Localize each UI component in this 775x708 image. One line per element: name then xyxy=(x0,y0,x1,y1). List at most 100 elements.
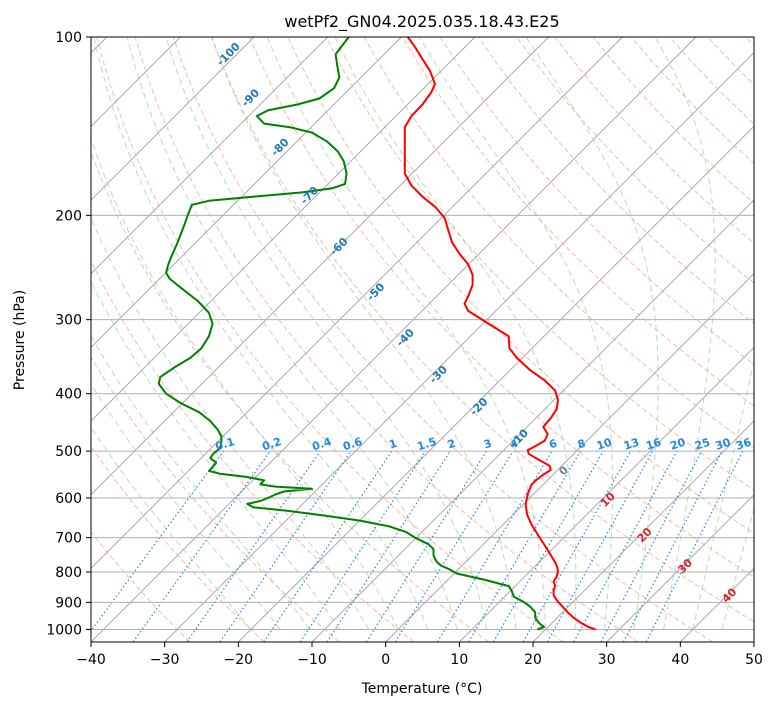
y-tick-label: 100 xyxy=(55,30,82,46)
isotherm-label: 10 xyxy=(598,490,618,510)
moist-adiabat xyxy=(165,37,488,630)
y-tick-label: 200 xyxy=(55,208,82,224)
plot-frame xyxy=(90,36,755,643)
y-axis: 100 200 300 400 500 600 700 800 900 1000 xyxy=(46,30,91,638)
isotherm-line xyxy=(680,567,754,642)
moist-adiabat xyxy=(721,506,754,630)
mixing-ratio-line xyxy=(645,450,744,642)
x-tick-label: 10 xyxy=(450,652,468,668)
dry-adiabat xyxy=(630,37,754,165)
isotherm-line xyxy=(238,125,754,642)
mixing-ratio-line xyxy=(365,450,487,642)
x-tick-label: −40 xyxy=(76,652,106,668)
mixing-ratio-label: 1 xyxy=(387,437,398,452)
mixing-ratio-line xyxy=(522,450,632,642)
mixing-ratio-line xyxy=(394,450,514,642)
mixing-ratio-label: 1.5 xyxy=(416,435,439,453)
moist-adiabat xyxy=(419,37,614,630)
y-tick-label: 900 xyxy=(55,595,82,611)
y-tick-label: 400 xyxy=(55,387,82,403)
dry-adiabat xyxy=(134,37,639,642)
isotherm-label: -40 xyxy=(394,326,417,349)
moist-adiabat xyxy=(654,37,716,630)
moist-adiabat xyxy=(334,37,577,630)
mixing-ratio-line xyxy=(573,450,678,642)
mixing-ratio-label: 3 xyxy=(482,437,493,452)
mixing-ratio-line xyxy=(326,450,451,642)
dry-adiabat xyxy=(439,37,754,366)
dry-adiabat xyxy=(478,37,754,325)
temperature-profile xyxy=(403,37,596,631)
mixing-ratio-line xyxy=(622,450,723,642)
isotherm-line xyxy=(753,641,754,642)
y-tick-label: 700 xyxy=(55,531,82,547)
dry-adiabat xyxy=(249,37,754,578)
dry-adiabat xyxy=(363,37,754,449)
isotherm-line xyxy=(164,52,754,642)
mixing-ratio-label: 6 xyxy=(547,437,559,452)
dry-adiabat xyxy=(707,37,754,86)
moist-adiabat xyxy=(91,382,281,630)
isotherm-line xyxy=(91,37,328,275)
mixing-ratio-label: 8 xyxy=(576,437,587,452)
dry-adiabat xyxy=(745,37,754,47)
mixing-ratio-label: 0.6 xyxy=(341,435,364,453)
mixing-ratio-line xyxy=(186,450,321,642)
chart-title: wetPf2_GN04.2025.035.18.43.E25 xyxy=(284,12,559,32)
x-tick-label: −10 xyxy=(297,652,327,668)
moist-adiabat xyxy=(93,37,429,630)
isotherm-line xyxy=(91,37,549,496)
profiles xyxy=(157,37,596,631)
moist-adiabat xyxy=(692,358,754,630)
mixing-ratio-label: 4 xyxy=(509,437,521,452)
x-tick-label: −30 xyxy=(150,652,180,668)
dry-adiabat xyxy=(516,37,754,284)
y-tick-label: 800 xyxy=(55,565,82,581)
mixing-ratio-lines xyxy=(91,450,744,642)
dry-adiabat xyxy=(96,37,564,642)
isotherm-line xyxy=(385,273,754,642)
isotherm-label: 20 xyxy=(635,525,655,545)
isotherm-label: -100 xyxy=(214,40,243,69)
dewpoint-profile xyxy=(157,37,545,631)
y-tick-label: 500 xyxy=(55,444,82,460)
isotherm-line xyxy=(91,37,623,569)
pressure-grid xyxy=(91,37,754,630)
mixing-ratio-line xyxy=(546,450,654,642)
mixing-ratio-line xyxy=(600,450,703,642)
moist-adiabat xyxy=(91,280,340,630)
mixing-ratio-label: 16 xyxy=(644,435,663,452)
x-tick-label: 40 xyxy=(671,652,689,668)
x-tick-label: 50 xyxy=(745,652,763,668)
y-tick-label: 300 xyxy=(55,313,82,329)
isotherm-line xyxy=(91,37,476,422)
moist-adiabat xyxy=(525,37,659,630)
mixing-ratio-label: 20 xyxy=(669,435,688,452)
mixing-ratio-label: 0.2 xyxy=(261,435,284,453)
dry-adiabat xyxy=(91,531,191,642)
isotherm-line xyxy=(606,494,754,642)
isotherm-line xyxy=(91,37,697,642)
mixing-ratio-label: 13 xyxy=(622,436,641,453)
moist-adiabat xyxy=(211,37,517,630)
mixing-ratio-label: 30 xyxy=(714,435,733,452)
isotherm-label: -30 xyxy=(427,363,450,386)
moist-adiabat xyxy=(91,136,399,630)
x-tick-label: 0 xyxy=(381,652,390,668)
dry-adiabat xyxy=(211,37,754,623)
mixing-ratio-label: 25 xyxy=(693,436,712,453)
mixing-ratio-label: 0.1 xyxy=(214,435,237,453)
isotherm-line xyxy=(91,37,402,348)
mixing-ratio-line xyxy=(492,450,604,642)
isotherm-label: -80 xyxy=(268,135,291,158)
isotherm-line xyxy=(532,420,754,642)
dry-adiabat xyxy=(91,356,340,642)
dry-adiabat xyxy=(325,37,754,491)
mixing-ratio-line xyxy=(299,450,426,642)
x-axis-label: Temperature (°C) xyxy=(361,681,483,697)
moist-adiabat xyxy=(91,334,311,630)
dry-adiabat xyxy=(91,259,415,642)
x-tick-label: 20 xyxy=(524,652,542,668)
dry-adiabat xyxy=(172,37,713,642)
